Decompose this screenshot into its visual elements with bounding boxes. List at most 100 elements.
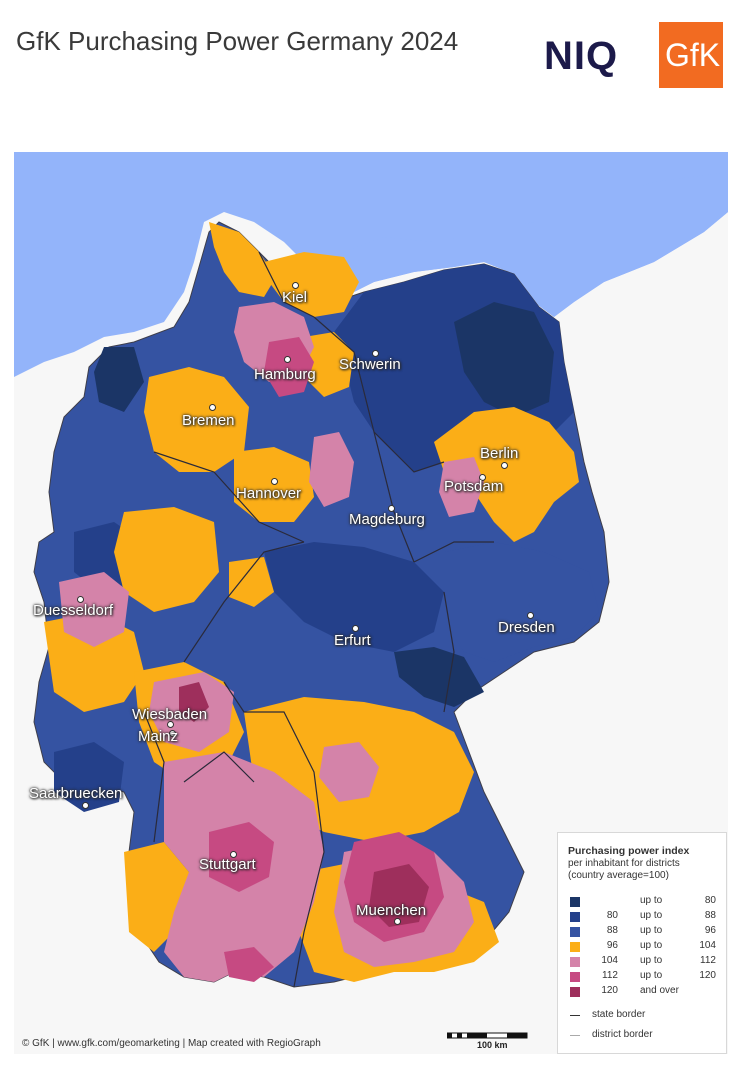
legend-from: 104 xyxy=(601,955,618,966)
region-kiel-yellow xyxy=(264,252,359,317)
city-label-potsdam: Potsdam xyxy=(444,478,504,495)
city-dot xyxy=(82,802,89,809)
legend: Purchasing power index per inhabitant fo… xyxy=(557,832,727,1054)
city-dot xyxy=(388,505,395,512)
region-saar-dark xyxy=(54,742,124,812)
region-central-dark xyxy=(264,542,444,652)
region-hamburg-east-yellow xyxy=(304,332,354,397)
legend-swatch xyxy=(570,912,580,922)
region-east-darkest xyxy=(454,302,554,417)
baltic-sea xyxy=(314,172,728,317)
city-label-mainz: Mainz xyxy=(138,728,179,745)
legend-subtitle-line1: per inhabitant for districts xyxy=(568,858,680,869)
legend-mid: up to xyxy=(640,970,663,981)
city-dot xyxy=(284,356,291,363)
legend-subtitle-line2: (country average=100) xyxy=(568,870,669,881)
state-border-label: state border xyxy=(592,1009,646,1020)
legend-from: 96 xyxy=(606,940,618,951)
gfk-logo: GfK xyxy=(659,22,723,88)
region-bremen-yellow xyxy=(144,367,249,472)
legend-from: 88 xyxy=(606,925,618,936)
district-border-line xyxy=(570,1035,580,1036)
legend-swatch xyxy=(570,987,580,997)
legend-district-border: district border xyxy=(568,1029,718,1043)
legend-row: up to 80 xyxy=(568,895,718,909)
legend-to: 88 xyxy=(704,910,716,921)
region-frankfurt-purple xyxy=(179,682,209,722)
city-dot xyxy=(77,596,84,603)
legend-swatch xyxy=(570,957,580,967)
state-borders xyxy=(143,251,494,988)
city-dot xyxy=(394,918,401,925)
city-label-kiel: Kiel xyxy=(282,289,308,306)
city-label-hannover: Hannover xyxy=(236,485,302,502)
legend-subtitle: per inhabitant for districts (country av… xyxy=(568,858,718,882)
city-label-hamburg: Hamburg xyxy=(254,366,316,383)
scale-bar xyxy=(446,1027,529,1045)
region-nuernberg-pink xyxy=(319,742,379,802)
legend-from: 80 xyxy=(606,910,618,921)
legend-from: 120 xyxy=(601,985,618,996)
city-dot xyxy=(352,625,359,632)
legend-state-border: state border xyxy=(568,1009,718,1023)
legend-swatch xyxy=(570,942,580,952)
region-bodensee-magenta xyxy=(224,947,274,982)
city-label-saarbruecken: Saarbruecken xyxy=(29,785,123,802)
city-label-bremen: Bremen xyxy=(182,412,235,429)
city-dot xyxy=(501,462,508,469)
region-muenchen-purple xyxy=(369,864,429,927)
legend-row: 96 up to 104 xyxy=(568,940,718,954)
legend-from: 112 xyxy=(602,970,618,981)
legend-mid: up to xyxy=(640,895,663,906)
legend-row: 120 and over xyxy=(568,985,718,999)
state-border-line xyxy=(570,1015,580,1016)
city-dot xyxy=(230,851,237,858)
legend-swatch xyxy=(570,927,580,937)
region-saxony xyxy=(444,542,599,662)
city-label-dresden: Dresden xyxy=(498,619,555,636)
legend-mid: and over xyxy=(640,985,679,996)
legend-swatch xyxy=(570,897,580,907)
legend-row: 88 up to 96 xyxy=(568,925,718,939)
niq-logo: NIQ xyxy=(544,34,619,78)
legend-mid: up to xyxy=(640,910,663,921)
region-hamburg-magenta xyxy=(264,337,314,397)
legend-mid: up to xyxy=(640,955,663,966)
region-west-yellow-2 xyxy=(44,612,144,712)
city-dot xyxy=(169,730,176,737)
legend-title: Purchasing power index xyxy=(568,845,690,857)
city-label-berlin: Berlin xyxy=(480,445,519,462)
gfk-logo-text: GfK xyxy=(665,37,721,73)
legend-to: 96 xyxy=(704,925,716,936)
city-label-duesseldorf: Duesseldorf xyxy=(33,602,114,619)
city-dot xyxy=(209,404,216,411)
legend-row: 104 up to 112 xyxy=(568,955,718,969)
legend-mid: up to xyxy=(640,925,663,936)
city-dot xyxy=(167,721,174,728)
region-stuttgart-magenta xyxy=(209,822,274,892)
legend-to: 104 xyxy=(699,940,716,951)
map: Kiel Hamburg Schwerin Bremen Berlin Pots… xyxy=(14,152,728,1054)
region-duesseldorf-pink xyxy=(59,572,129,647)
city-dot xyxy=(292,282,299,289)
city-dot xyxy=(527,612,534,619)
legend-mid: up to xyxy=(640,940,663,951)
district-border-label: district border xyxy=(592,1029,653,1040)
scale-bar-graphic xyxy=(446,1032,528,1039)
region-berlin-yellow xyxy=(434,407,579,542)
region-potsdam-pink xyxy=(439,457,484,517)
city-dot xyxy=(271,478,278,485)
legend-row: 80 up to 88 xyxy=(568,910,718,924)
city-label-schwerin: Schwerin xyxy=(339,356,401,373)
region-north-dark xyxy=(94,347,144,412)
region-thuringia-yellow xyxy=(229,557,274,607)
city-dot xyxy=(479,474,486,481)
city-label-magdeburg: Magdeburg xyxy=(349,511,425,528)
legend-to: 120 xyxy=(699,970,716,981)
city-label-muenchen: Muenchen xyxy=(356,902,427,919)
city-label-stuttgart: Stuttgart xyxy=(199,856,256,873)
region-schleswig-yellow xyxy=(209,222,276,297)
scale-label: 100 km xyxy=(477,1040,508,1050)
legend-to: 112 xyxy=(700,955,716,966)
legend-swatch xyxy=(570,972,580,982)
